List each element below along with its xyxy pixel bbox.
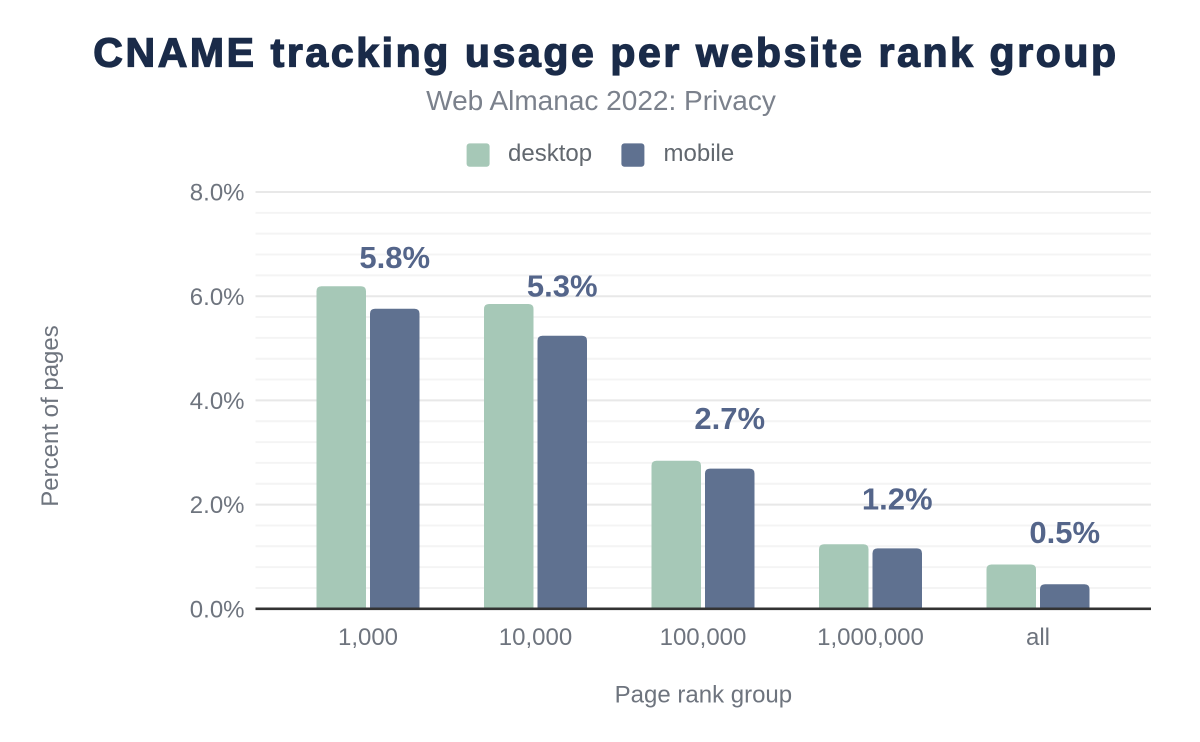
svg-text:1.2%: 1.2% — [862, 482, 933, 517]
svg-text:10,000: 10,000 — [499, 624, 572, 651]
svg-text:2.7%: 2.7% — [694, 401, 765, 436]
svg-text:8.0%: 8.0% — [190, 180, 245, 207]
svg-text:1,000,000: 1,000,000 — [817, 624, 924, 651]
svg-text:4.0%: 4.0% — [190, 388, 245, 415]
svg-text:0.5%: 0.5% — [1029, 515, 1100, 550]
svg-text:mobile: mobile — [664, 140, 735, 167]
svg-text:all: all — [1026, 624, 1050, 651]
svg-text:Percent of pages: Percent of pages — [37, 325, 64, 506]
svg-text:1,000: 1,000 — [338, 624, 398, 651]
svg-text:CNAME tracking usage per websi: CNAME tracking usage per website rank gr… — [93, 30, 1118, 76]
svg-text:2.0%: 2.0% — [190, 492, 245, 519]
svg-text:desktop: desktop — [508, 140, 592, 167]
svg-text:Web Almanac 2022: Privacy: Web Almanac 2022: Privacy — [426, 85, 776, 116]
svg-text:6.0%: 6.0% — [190, 284, 245, 311]
svg-text:5.8%: 5.8% — [359, 240, 430, 275]
svg-text:Page rank group: Page rank group — [615, 682, 792, 709]
svg-text:100,000: 100,000 — [660, 624, 747, 651]
svg-text:0.0%: 0.0% — [190, 596, 245, 623]
svg-text:5.3%: 5.3% — [527, 269, 598, 304]
